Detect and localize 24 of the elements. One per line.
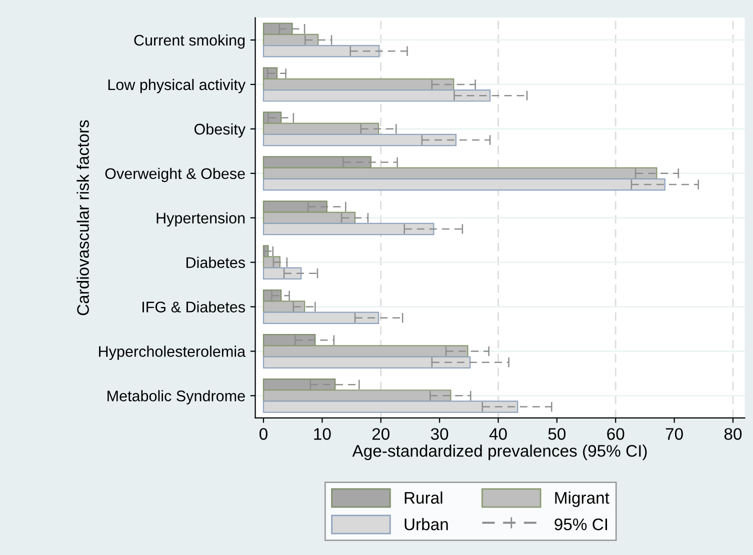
y-axis-title: Cardiovascular risk factors: [76, 120, 89, 316]
y-tick-label: Obesity: [194, 123, 246, 138]
y-tick-label: Current smoking: [134, 34, 245, 49]
x-axis-title: Age-standardized prevalences (95% CI): [352, 444, 647, 460]
legend-label: Rural: [404, 492, 442, 504]
x-tick-label: 20: [372, 428, 390, 440]
text: 95% CI: [554, 518, 607, 530]
x-tick-label: 0: [260, 428, 268, 440]
legend-label: Migrant: [555, 492, 610, 508]
x-tick-label: 80: [724, 428, 742, 440]
y-tick-label: Hypercholesterolemia: [99, 346, 246, 360]
y-tick-label: Low physical activity: [108, 78, 246, 94]
y-tick-label: Overweight & Obese: [105, 168, 245, 182]
x-tick-label: 70: [666, 428, 683, 440]
x-tick-label: 60: [607, 428, 624, 440]
y-tick-label: Hypertension: [156, 212, 245, 227]
x-tick-label: 30: [430, 428, 448, 440]
y-tick-label: IFG & Diabetes: [142, 301, 245, 312]
x-tick-label: 10: [314, 428, 331, 440]
x-tick-label: 50: [548, 428, 566, 440]
y-tick-label: Metabolic Syndrome: [108, 390, 245, 404]
x-tick-label: 40: [489, 428, 507, 440]
y-tick-label: Diabetes: [186, 256, 245, 268]
legend-label: Urban: [404, 518, 448, 530]
